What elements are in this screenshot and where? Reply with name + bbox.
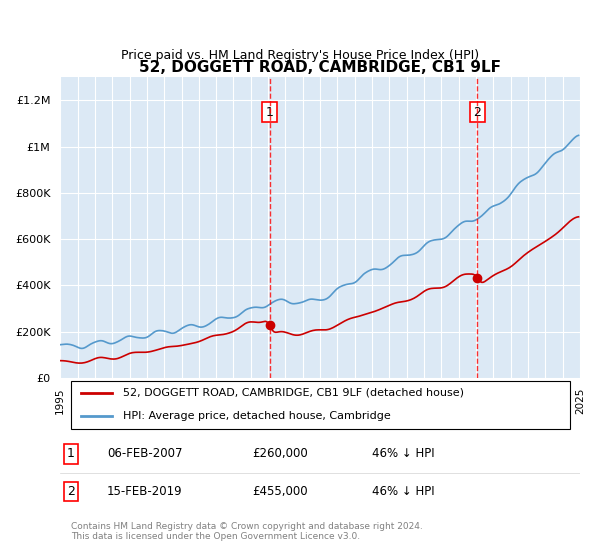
Text: 1: 1: [67, 447, 74, 460]
Text: 46% ↓ HPI: 46% ↓ HPI: [372, 485, 435, 498]
Text: 1: 1: [266, 105, 274, 119]
Text: 15-FEB-2019: 15-FEB-2019: [107, 485, 182, 498]
Text: 46% ↓ HPI: 46% ↓ HPI: [372, 447, 435, 460]
Text: £260,000: £260,000: [253, 447, 308, 460]
Text: Price paid vs. HM Land Registry's House Price Index (HPI): Price paid vs. HM Land Registry's House …: [121, 49, 479, 62]
Text: HPI: Average price, detached house, Cambridge: HPI: Average price, detached house, Camb…: [122, 412, 391, 422]
Text: Contains HM Land Registry data © Crown copyright and database right 2024.
This d: Contains HM Land Registry data © Crown c…: [71, 521, 422, 541]
Title: 52, DOGGETT ROAD, CAMBRIDGE, CB1 9LF: 52, DOGGETT ROAD, CAMBRIDGE, CB1 9LF: [139, 60, 501, 75]
Text: 2: 2: [473, 105, 481, 119]
Text: £455,000: £455,000: [253, 485, 308, 498]
Text: 06-FEB-2007: 06-FEB-2007: [107, 447, 182, 460]
Text: 52, DOGGETT ROAD, CAMBRIDGE, CB1 9LF (detached house): 52, DOGGETT ROAD, CAMBRIDGE, CB1 9LF (de…: [122, 388, 464, 398]
FancyBboxPatch shape: [71, 381, 569, 429]
Text: 2: 2: [67, 485, 74, 498]
